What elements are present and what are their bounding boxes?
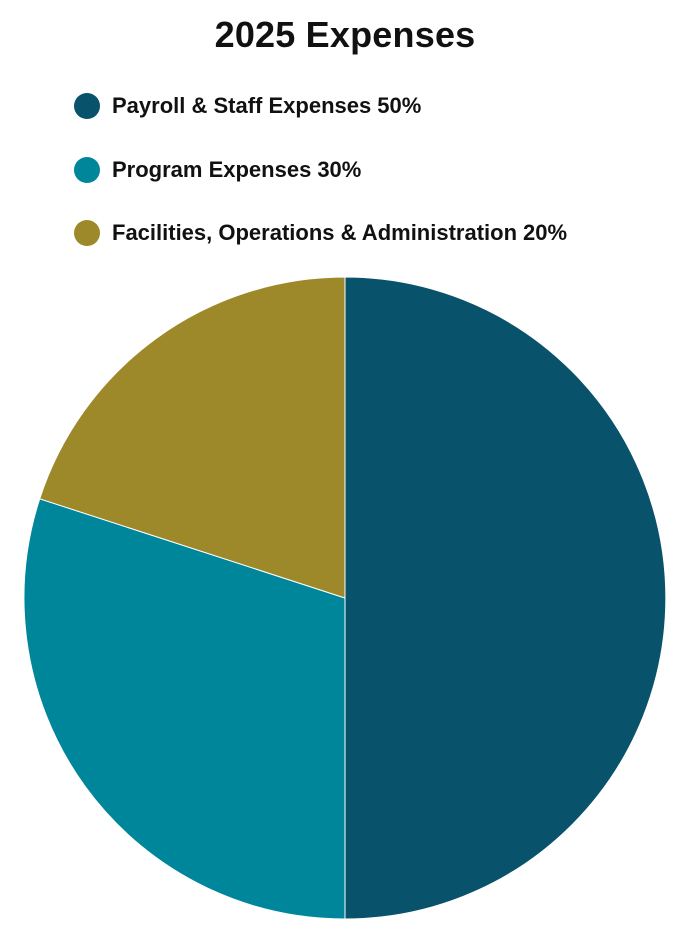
pie-slice-facilities <box>39 276 346 599</box>
legend-item-payroll: Payroll & Staff Expenses 50% <box>74 86 674 126</box>
chart-title: 2025 Expenses <box>214 14 476 55</box>
legend-label-text: Program Expenses <box>112 156 312 182</box>
legend: Payroll & Staff Expenses 50% Program Expe… <box>74 86 674 277</box>
legend-value-text: 20% <box>523 220 568 245</box>
legend-label-facilities: Facilities, Operations & Administration 2… <box>112 220 567 246</box>
legend-value-text: 30% <box>317 156 362 182</box>
legend-label-text: Payroll & Staff Expenses <box>112 93 372 118</box>
legend-label-text: Facilities, Operations & Administration <box>112 220 518 245</box>
pie-slice-program <box>23 498 346 920</box>
legend-swatch-program <box>74 156 100 183</box>
legend-item-facilities: Facilities, Operations & Administration 2… <box>74 213 674 253</box>
legend-swatch-facilities <box>74 220 100 246</box>
legend-swatch-payroll <box>74 93 100 119</box>
legend-value-text: 50% <box>377 93 422 118</box>
pie-slice-payroll <box>344 276 667 920</box>
legend-label-program: Program Expenses 30% <box>112 157 361 183</box>
legend-label-payroll: Payroll & Staff Expenses 50% <box>112 93 421 119</box>
legend-item-program: Program Expenses 30% <box>74 150 674 190</box>
